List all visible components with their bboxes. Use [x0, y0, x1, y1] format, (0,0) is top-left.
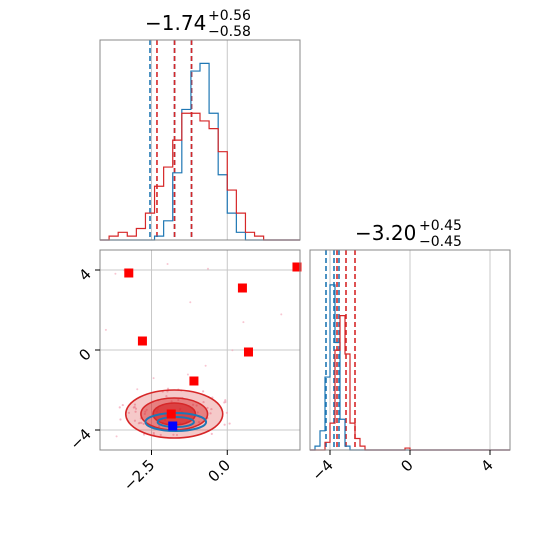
sample-point: [143, 412, 146, 415]
sample-point: [197, 421, 201, 424]
histogram-2-x-tick-label: 0: [397, 456, 416, 475]
histogram-2-x-tick-label: 4: [477, 456, 496, 475]
sample-point: [172, 433, 175, 436]
sample-point: [191, 403, 195, 406]
histogram-1-series: [100, 62, 300, 241]
sample-point: [228, 422, 231, 425]
sample-point: [152, 377, 155, 380]
sample-point: [206, 406, 209, 410]
sample-point: [165, 395, 168, 398]
red-square-marker: [237, 283, 247, 293]
red-square-marker: [166, 409, 176, 419]
sample-point: [133, 403, 137, 406]
scatter-y-tick-label: −4: [66, 425, 94, 453]
sample-point: [152, 431, 155, 435]
histogram-1-step-blue: [100, 62, 300, 241]
sample-point: [104, 328, 107, 331]
red-square-marker: [292, 262, 302, 272]
sample-point: [189, 301, 192, 304]
histogram-1-title-plus: +0.56: [208, 8, 251, 24]
sample-point: [158, 425, 161, 428]
sample-point: [137, 422, 140, 425]
histogram-2-title-minus: −0.45: [419, 234, 462, 250]
sample-point: [196, 411, 199, 414]
histogram-2-x-tick-label: −4: [308, 456, 336, 484]
scatter-x-tick-label: 0.0: [205, 456, 235, 486]
sample-point: [242, 321, 245, 324]
sample-point: [121, 403, 124, 407]
sample-point: [118, 406, 121, 409]
histogram-1-quantile-lines: [149, 40, 193, 240]
sample-point: [114, 272, 117, 275]
scatter-x-ticks: −2.5 0.0: [120, 450, 234, 495]
histogram-1-title-value: −1.74: [145, 11, 206, 35]
sample-point: [133, 419, 137, 422]
scatter-gridlines: [100, 250, 300, 450]
panel-top-left-histogram: −1.74 +0.56 −0.58: [99, 8, 301, 241]
histogram-2-title-value: −3.20: [355, 221, 416, 245]
histogram-1-frame: [99, 39, 301, 241]
panel-bottom-right-histogram: −3.20 +0.45 −0.45 −4 0 4: [308, 218, 511, 484]
truth-markers: [124, 262, 302, 431]
histogram-2-x-ticks: −4 0 4: [308, 450, 497, 484]
histogram-2-gridlines: [329, 250, 491, 450]
sample-point: [142, 422, 145, 426]
sample-point: [210, 432, 213, 435]
sample-point: [225, 411, 228, 414]
red-square-marker: [137, 336, 147, 346]
sample-point: [134, 407, 138, 410]
sample-point: [177, 398, 180, 402]
sample-point: [224, 400, 227, 404]
scatter-y-tick-label: 4: [75, 265, 94, 284]
scatter-y-ticks: 4 0 −4: [66, 265, 100, 453]
sample-point: [195, 404, 198, 407]
sample-point: [202, 400, 205, 404]
sample-point: [186, 373, 189, 376]
red-square-marker: [243, 347, 253, 357]
sample-point: [166, 387, 170, 390]
sample-point: [119, 418, 122, 421]
sample-point: [280, 313, 283, 316]
scatter-y-tick-label: 0: [75, 345, 94, 364]
sample-point: [159, 433, 162, 437]
sample-point: [204, 364, 207, 367]
sample-point: [206, 267, 209, 270]
panel-bottom-left-2d: −2.5 0.0 4 0 −4: [66, 249, 302, 495]
sample-point: [210, 407, 213, 411]
sample-point: [175, 433, 179, 437]
sample-point: [166, 262, 169, 265]
sample-point: [134, 410, 137, 413]
histogram-1-gridlines: [151, 40, 228, 240]
sample-point: [142, 433, 146, 436]
sample-point: [209, 412, 212, 415]
histogram-2-title-plus: +0.45: [419, 218, 462, 234]
sample-point: [136, 388, 139, 391]
sample-point: [170, 400, 173, 403]
scatter-x-tick-label: −2.5: [120, 456, 158, 494]
sample-point: [140, 421, 143, 424]
sample-point: [224, 399, 227, 402]
sample-point: [202, 390, 205, 393]
sample-point: [115, 435, 118, 438]
blue-density-contour: [144, 412, 208, 432]
histogram-1-title-minus: −0.58: [208, 24, 251, 40]
red-square-marker: [189, 376, 199, 386]
blue-square-marker: [168, 421, 178, 431]
sample-point: [144, 410, 147, 413]
red-square-marker: [124, 268, 134, 278]
sample-point: [223, 423, 226, 426]
histogram-1-step-red: [100, 112, 300, 241]
sample-point: [145, 408, 148, 411]
sample-point: [127, 411, 131, 414]
sample-point: [231, 349, 234, 352]
sample-point: [133, 405, 136, 409]
